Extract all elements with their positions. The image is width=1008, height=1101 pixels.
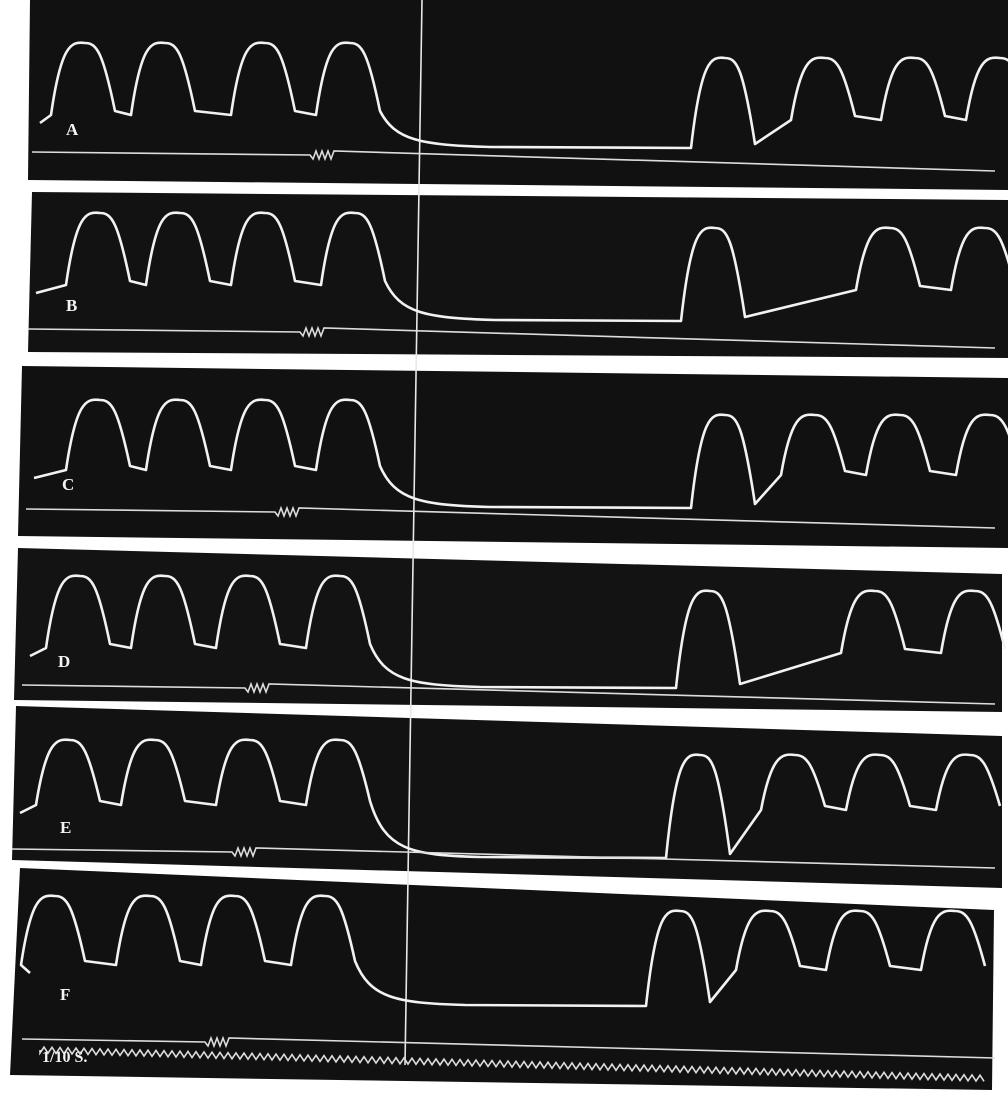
strip <box>12 706 1002 888</box>
panel-label: A <box>66 120 79 139</box>
strip <box>28 0 1008 190</box>
figure: A B C D E F 1/10 S. <box>0 0 1008 1101</box>
panel-label: F <box>60 985 70 1004</box>
panel-label: D <box>58 652 70 671</box>
panel-label: B <box>66 296 77 315</box>
panel-label: E <box>60 818 71 837</box>
strips <box>10 0 1008 1090</box>
time-marker: 1/10 S. <box>42 1049 87 1066</box>
panel-label: C <box>62 475 74 494</box>
strip <box>10 868 994 1090</box>
strip <box>18 366 1008 548</box>
